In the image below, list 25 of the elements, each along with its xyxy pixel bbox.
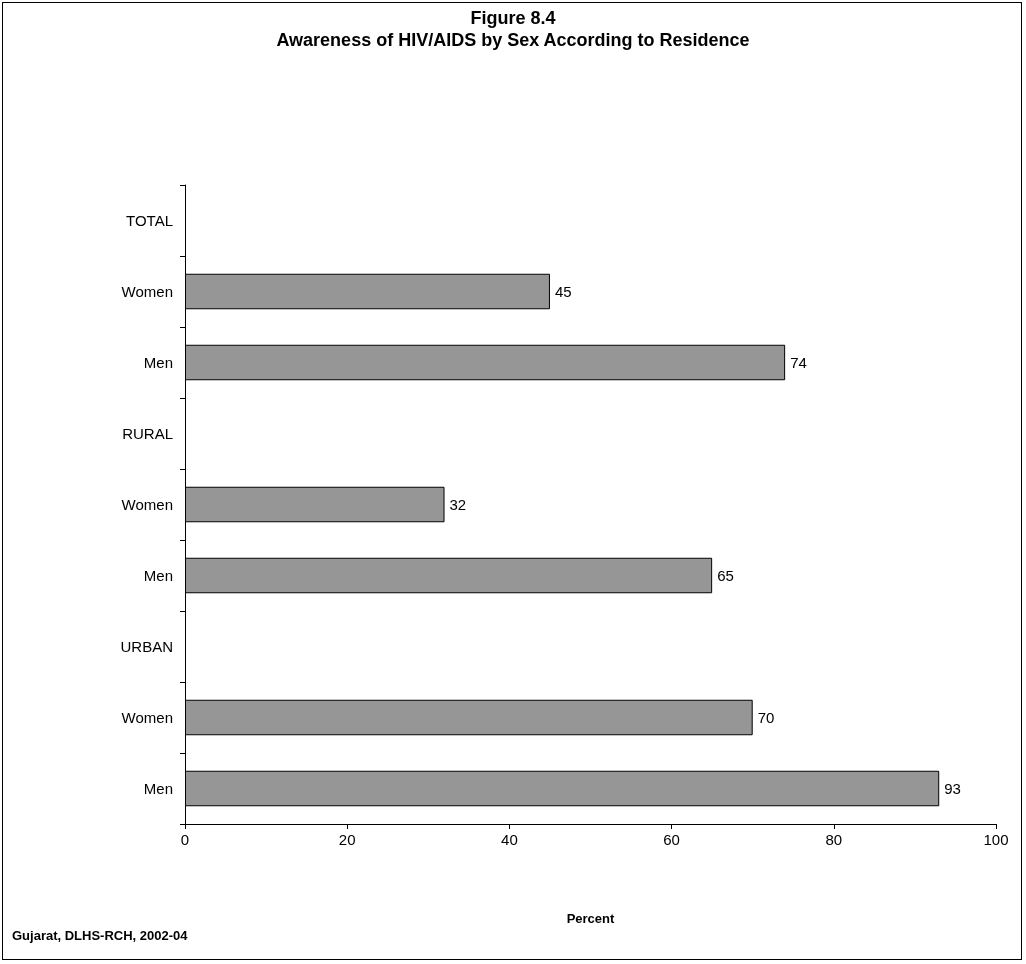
x-tick-label: 60	[663, 831, 680, 848]
y-tick-label: Women	[121, 283, 173, 300]
y-tick-label: Men	[143, 567, 173, 584]
x-axis-title: Percent	[566, 911, 616, 926]
y-tick-label: TOTAL	[126, 212, 173, 229]
text: Gujarat, DLHS-RCH, 2002-04	[12, 928, 189, 943]
y-tick-label: Women	[121, 496, 173, 513]
data-label: 93	[944, 780, 961, 797]
data-label: 45	[554, 283, 572, 300]
y-tick-label: Men	[143, 354, 173, 371]
data-label: 32	[449, 496, 467, 513]
y-tick-label: Women	[121, 709, 173, 726]
x-tick-label: 80	[825, 831, 843, 848]
data-label: 74	[790, 354, 807, 371]
chart-subtitle: Awareness of HIV/AIDS by Sex According to Residence	[276, 30, 750, 50]
x-tick-label: 0	[180, 831, 190, 848]
x-tick-label: 20	[338, 831, 356, 848]
x-tick-label: 40	[501, 831, 518, 848]
x-tick-label: 100	[983, 831, 1009, 848]
data-label: 65	[717, 567, 734, 584]
data-label: 70	[757, 709, 775, 726]
y-tick-label: Men	[143, 780, 173, 797]
y-tick-label: RURAL	[122, 425, 173, 442]
y-tick-label: URBAN	[120, 638, 173, 655]
chart-title: Figure 8.4	[470, 8, 556, 28]
